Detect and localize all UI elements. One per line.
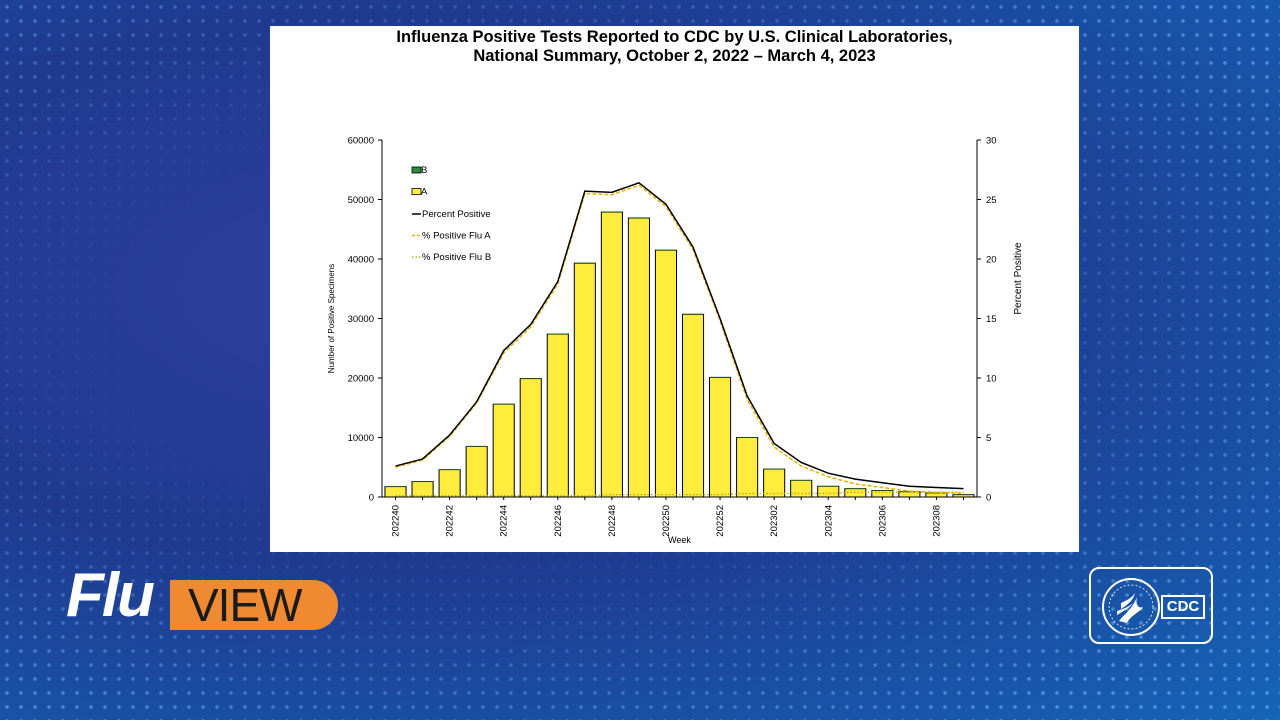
legend-label-b: B (421, 165, 427, 176)
x-tick-label: 202306 (877, 505, 888, 537)
y-tick-label: 0 (369, 493, 374, 504)
bar-flu-a (925, 492, 948, 498)
bar-flu-b (952, 494, 975, 495)
chart-title: Influenza Positive Tests Reported to CDC… (396, 28, 953, 46)
bar-flu-b (736, 437, 758, 438)
y2-tick-label: 0 (986, 493, 991, 504)
bar-flu-b (628, 217, 650, 218)
bar-flu-a (546, 333, 569, 498)
view-pill-shape (170, 580, 338, 630)
bar-flu-b (790, 479, 812, 481)
flu-positive-tests-chart: 0100002000030000400005000060000051015202… (327, 136, 1024, 546)
bar-flu-a (709, 376, 732, 498)
bar-flu-a (736, 437, 759, 498)
bar-flu-a (519, 378, 542, 498)
y-tick-label: 30000 (348, 314, 374, 325)
x-tick-label: 202244 (499, 505, 510, 537)
legend-label-flu-a: % Positive Flu A (422, 231, 491, 242)
bar-flu-b (384, 486, 407, 487)
x-tick-label: 202248 (607, 505, 618, 537)
legend-label-flu-b: % Positive Flu B (422, 252, 491, 263)
bar-flu-b (547, 333, 569, 334)
bar-flu-a (492, 403, 515, 498)
bar-flu-b (844, 488, 866, 489)
bar-flu-b (709, 376, 731, 378)
bar-flu-a (952, 494, 975, 498)
bar-flu-a (681, 313, 705, 498)
cdc-wordmark: CDC (1161, 595, 1205, 619)
bar-flu-a (465, 445, 488, 498)
bar-flu-a (411, 481, 434, 498)
legend-swatch-b (411, 166, 422, 174)
x-axis-label: Week (668, 535, 691, 545)
bar-flu-a (898, 491, 921, 498)
bar-flu-a (871, 489, 894, 498)
y-axis-label: Number of Positive Specimens (327, 264, 336, 373)
y-tick-label: 10000 (348, 433, 374, 444)
legend-label-percent-positive: Percent Positive (422, 209, 491, 220)
bar-flu-a (573, 262, 596, 498)
x-tick-label: 202250 (661, 505, 672, 537)
bar-flu-a (600, 211, 623, 498)
x-tick-label: 202246 (553, 505, 564, 537)
x-tick-label: 202242 (445, 505, 456, 537)
hhs-eagle-icon (1102, 578, 1160, 636)
x-tick-label: 202240 (391, 505, 402, 537)
bar-flu-a (817, 485, 840, 498)
chart-panel: Influenza Positive Tests Reported to CDC… (270, 26, 1079, 552)
chart-title-block: Influenza Positive Tests Reported to CDC… (270, 28, 1079, 66)
y-tick-label: 40000 (348, 255, 374, 266)
bar-flu-b (439, 469, 461, 470)
fluview-logo: Flu VIEW (66, 561, 346, 636)
chart-subtitle: National Summary, October 2, 2022 – Marc… (473, 47, 876, 65)
x-tick-label: 202304 (823, 505, 834, 537)
x-tick-label: 202302 (769, 505, 780, 537)
legend-label-a: A (421, 187, 428, 198)
cdc-hhs-logo: CDC (1089, 567, 1213, 644)
bar-flu-b (574, 262, 596, 264)
y-tick-label: 60000 (348, 136, 374, 147)
y2-tick-label: 25 (986, 195, 997, 206)
y2-tick-label: 20 (986, 255, 997, 266)
bar-flu-b (655, 249, 677, 251)
line-percent-positive-flu-b (395, 491, 964, 497)
bar-flu-b (466, 446, 488, 447)
bar-flu-a (654, 249, 678, 498)
flu-wordmark: Flu (66, 561, 155, 630)
bar-flu-b (763, 468, 785, 470)
bar-flu-b (871, 490, 893, 491)
legend-swatch-a (411, 188, 422, 195)
y2-tick-label: 15 (986, 314, 997, 325)
line-percent-positive-flu-a (395, 184, 964, 495)
y2-axis-label: Percent Positive (1013, 242, 1024, 315)
bar-flu-a (438, 469, 461, 498)
bar-flu-a (790, 479, 813, 498)
bar-flu-b (817, 485, 839, 487)
bar-flu-b (601, 211, 623, 212)
x-tick-label: 202252 (715, 505, 726, 537)
bar-flu-b (682, 313, 704, 315)
bar-flu-a (627, 217, 650, 498)
line-percent-positive (395, 181, 964, 490)
y-tick-label: 20000 (348, 374, 374, 385)
x-tick-label: 202308 (931, 505, 942, 537)
y2-tick-label: 30 (986, 136, 997, 147)
view-wordmark: VIEW (188, 579, 303, 631)
bar-flu-b (520, 378, 542, 379)
bar-flu-b (493, 403, 515, 405)
y2-tick-label: 10 (986, 374, 997, 385)
bar-flu-b (412, 481, 434, 482)
y2-tick-label: 5 (986, 433, 991, 444)
y-tick-label: 50000 (348, 195, 374, 206)
